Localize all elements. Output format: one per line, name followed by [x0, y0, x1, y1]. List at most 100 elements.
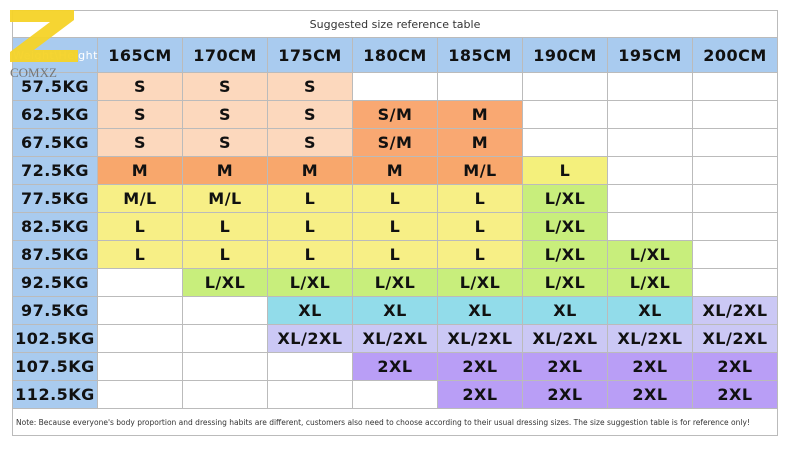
- table-row: 92.5KG L/XL L/XL L/XL L/XL L/XL L/XL: [12, 268, 778, 297]
- size-cell: L: [352, 240, 438, 269]
- size-cell: [607, 156, 693, 185]
- column-header: 185CM: [437, 37, 523, 73]
- size-cell: XL/2XL: [692, 296, 778, 325]
- size-cell: S: [182, 128, 268, 157]
- column-header: 175CM: [267, 37, 353, 73]
- size-cell: L/XL: [607, 240, 693, 269]
- size-cell: L: [182, 212, 268, 241]
- size-cell: L: [352, 184, 438, 213]
- row-label: 62.5KG: [12, 100, 98, 129]
- size-cell: S/M: [352, 128, 438, 157]
- size-cell: 2XL: [607, 352, 693, 381]
- note: Note: Because everyone's body proportion…: [12, 408, 778, 436]
- size-cell: 2XL: [437, 380, 523, 409]
- size-cell: M: [267, 156, 353, 185]
- size-cell: [267, 352, 353, 381]
- size-cell: M/L: [437, 156, 523, 185]
- size-cell: [692, 156, 778, 185]
- size-cell: L/XL: [437, 268, 523, 297]
- row-label: 77.5KG: [12, 184, 98, 213]
- size-cell: L: [267, 240, 353, 269]
- size-cell: [692, 240, 778, 269]
- size-table: Suggested size reference tableWeight\Hei…: [12, 10, 778, 436]
- size-cell: L/XL: [522, 268, 608, 297]
- table-title: Suggested size reference table: [12, 10, 778, 38]
- size-cell: [607, 184, 693, 213]
- size-cell: 2XL: [437, 352, 523, 381]
- note-row: Note: Because everyone's body proportion…: [12, 408, 778, 436]
- size-cell: [692, 212, 778, 241]
- size-cell: [182, 352, 268, 381]
- size-cell: 2XL: [607, 380, 693, 409]
- size-cell: [182, 380, 268, 409]
- size-cell: L: [182, 240, 268, 269]
- logo: COMXZ: [10, 10, 78, 80]
- header-row: Weight\Height165CM170CM175CM180CM185CM19…: [12, 37, 778, 73]
- table-row: 67.5KG S S S S/M M: [12, 128, 778, 157]
- table-row: 72.5KG M M M M M/L L: [12, 156, 778, 185]
- table-row: 82.5KG L L L L L L/XL: [12, 212, 778, 241]
- size-cell: 2XL: [522, 380, 608, 409]
- size-cell: L: [97, 212, 183, 241]
- size-cell: L: [97, 240, 183, 269]
- size-cell: XL: [352, 296, 438, 325]
- table-row: 112.5KG 2XL 2XL 2XL 2XL: [12, 380, 778, 409]
- size-cell: 2XL: [352, 352, 438, 381]
- table-row: 107.5KG 2XL 2XL 2XL 2XL 2XL: [12, 352, 778, 381]
- size-cell: M: [352, 156, 438, 185]
- size-cell: L/XL: [522, 240, 608, 269]
- size-cell: L/XL: [522, 184, 608, 213]
- size-cell: L: [437, 184, 523, 213]
- row-label: 112.5KG: [12, 380, 98, 409]
- size-cell: [352, 72, 438, 101]
- size-cell: S: [267, 72, 353, 101]
- size-cell: S: [182, 100, 268, 129]
- size-cell: [437, 72, 523, 101]
- size-cell: [352, 380, 438, 409]
- column-header: 165CM: [97, 37, 183, 73]
- size-cell: M: [182, 156, 268, 185]
- size-cell: [522, 72, 608, 101]
- size-cell: L: [437, 212, 523, 241]
- size-cell: L/XL: [522, 212, 608, 241]
- table-row: 102.5KG XL/2XL XL/2XL XL/2XL XL/2XL XL/2XL XL/…: [12, 324, 778, 353]
- size-cell: S/M: [352, 100, 438, 129]
- column-header: 200CM: [692, 37, 778, 73]
- logo-text: COMXZ: [10, 65, 57, 80]
- row-label: 82.5KG: [12, 212, 98, 241]
- size-cell: XL/2XL: [267, 324, 353, 353]
- size-cell: [97, 296, 183, 325]
- row-label: 97.5KG: [12, 296, 98, 325]
- size-cell: [692, 72, 778, 101]
- logo-mark: [10, 10, 78, 62]
- size-cell: L: [522, 156, 608, 185]
- size-cell: S: [267, 100, 353, 129]
- size-cell: [692, 100, 778, 129]
- size-cell: L: [267, 212, 353, 241]
- size-cell: [607, 72, 693, 101]
- size-cell: XL/2XL: [692, 324, 778, 353]
- title-row: Suggested size reference table: [12, 10, 778, 38]
- size-cell: S: [267, 128, 353, 157]
- table-row: 87.5KG L L L L L L/XL L/XL: [12, 240, 778, 269]
- row-label: 107.5KG: [12, 352, 98, 381]
- size-cell: XL: [437, 296, 523, 325]
- size-cell: L: [437, 240, 523, 269]
- size-cell: [97, 268, 183, 297]
- size-cell: [97, 380, 183, 409]
- size-cell: [607, 212, 693, 241]
- size-cell: XL/2XL: [352, 324, 438, 353]
- size-cell: XL/2XL: [437, 324, 523, 353]
- size-cell: [97, 352, 183, 381]
- column-header: 180CM: [352, 37, 438, 73]
- size-cell: M: [437, 128, 523, 157]
- size-cell: S: [97, 100, 183, 129]
- size-cell: S: [97, 72, 183, 101]
- size-cell: 2XL: [522, 352, 608, 381]
- table-row: 62.5KG S S S S/M M: [12, 100, 778, 129]
- size-cell: L: [267, 184, 353, 213]
- size-cell: [607, 128, 693, 157]
- size-cell: M: [437, 100, 523, 129]
- size-cell: XL/2XL: [607, 324, 693, 353]
